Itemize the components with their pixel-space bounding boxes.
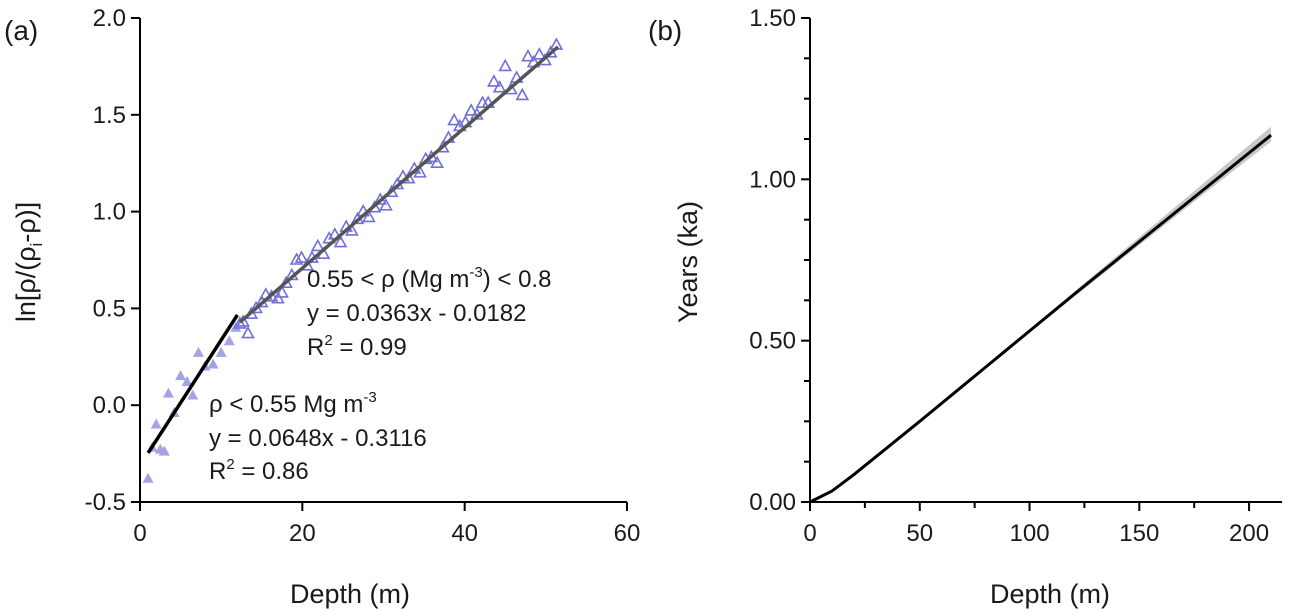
data-point-open — [424, 149, 439, 163]
annotation-lower-line3-a: R — [209, 458, 226, 485]
panel-a-y-tick-label: 1.0 — [93, 199, 126, 226]
panel-a-y-tick-label: 1.5 — [93, 102, 126, 129]
annotation-lower-line2: y = 0.0648x - 0.3116 — [209, 425, 427, 452]
data-point-open — [521, 49, 535, 62]
panel-a-y-tick-label: 0.0 — [93, 392, 126, 419]
panel-b-x-ticks: 0 50 100 150 200 — [803, 502, 1269, 547]
panel-b-y-tick-label: 1.50 — [749, 5, 796, 32]
data-point-open — [532, 47, 547, 60]
annotation-lower-line3: R2 = 0.86 — [209, 456, 309, 485]
data-point-open — [279, 275, 293, 289]
data-point-filled — [223, 335, 235, 346]
data-point-open — [498, 58, 513, 72]
panel-a-x-tick-label: 20 — [289, 520, 316, 547]
data-point-open — [379, 198, 393, 211]
annotation-lower-line1-a: ρ < 0.55 Mg m — [209, 391, 363, 418]
panel-a-y-label-main: ln[ρ/(ρ — [11, 246, 41, 322]
panel-a-x-tick-label: 40 — [451, 520, 478, 547]
panel-b-y-axis-label: Years (ka) — [673, 201, 703, 323]
annotation-upper-line3: R2 = 0.99 — [307, 332, 407, 361]
panel-a-y-tick-label: 0.5 — [93, 295, 126, 322]
panel-b-y-tick-label: 0.50 — [749, 328, 796, 355]
panel-b-x-axis-label: Depth (m) — [990, 579, 1110, 609]
annotation-upper-line1: 0.55 < ρ (Mg m-3) < 0.8 — [307, 264, 551, 293]
data-point-open — [241, 325, 255, 339]
panel-a-x-axis-label: Depth (m) — [290, 579, 410, 609]
panel-b-label: (b) — [648, 15, 682, 46]
annotation-lower-line1-sup: -3 — [363, 389, 376, 406]
panel-a-x-tick-label: 0 — [133, 520, 146, 547]
fit-line-high-density — [238, 45, 560, 324]
annotation-lower-line1: ρ < 0.55 Mg m-3 — [209, 389, 377, 418]
data-point-open — [275, 285, 289, 298]
panel-b-x-tick-label: 100 — [1010, 520, 1050, 547]
data-point-open — [310, 238, 325, 252]
data-point-filled — [207, 358, 219, 369]
panel-b-x-tick-label: 200 — [1229, 520, 1269, 547]
data-point-filled — [192, 346, 204, 357]
data-point-filled — [187, 389, 199, 400]
annotation-upper-line1-sup: -3 — [469, 264, 482, 281]
data-point-filled — [142, 472, 154, 483]
panel-b-x-tick-label: 50 — [906, 520, 933, 547]
data-point-open — [492, 80, 507, 93]
annotation-upper-line1-a: 0.55 < ρ (Mg m — [307, 266, 469, 293]
panel-a-y-ticks: -0.5 0.0 0.5 1.0 1.5 2.0 — [85, 5, 140, 516]
annotation-upper-line3-b: = 0.99 — [333, 334, 407, 361]
panel-a-axes — [139, 18, 627, 503]
data-point-open — [362, 209, 376, 223]
panel-b-y-ticks: 0.00 0.50 1.00 1.50 — [749, 5, 810, 516]
panel-a-y-label-tail: -ρ)] — [11, 202, 41, 243]
panel-b-plot — [809, 126, 1272, 504]
data-point-open — [447, 112, 461, 126]
panel-a-x-ticks: 0 20 40 60 — [133, 502, 640, 547]
data-point-open — [271, 291, 285, 304]
data-point-open — [333, 234, 348, 248]
fit-line-low-density — [146, 314, 239, 454]
annotation-lower: ρ < 0.55 Mg m-3 y = 0.0648x - 0.3116 R2 … — [209, 389, 427, 485]
data-point-open — [475, 95, 490, 108]
data-point-filled — [158, 445, 170, 456]
panel-b-x-tick-label: 0 — [803, 520, 816, 547]
data-point-open — [430, 155, 444, 168]
panel-a-y-tick-label: -0.5 — [85, 489, 126, 516]
panel-b-y-tick-label: 0.00 — [749, 489, 796, 516]
panel-b-axes — [809, 18, 1282, 503]
annotation-upper-line1-b: ) < 0.8 — [483, 266, 552, 293]
panel-a-y-tick-label: 2.0 — [93, 5, 126, 32]
data-point-filled — [162, 387, 174, 398]
panel-b-x-tick-label: 150 — [1119, 520, 1159, 547]
annotation-upper-line3-sup: 2 — [324, 332, 332, 349]
age-depth-line — [809, 133, 1272, 504]
panel-a-x-tick-label: 60 — [614, 520, 641, 547]
data-point-open — [515, 87, 530, 101]
data-point-open — [413, 165, 427, 178]
panel-b: (b) 0.00 0.50 1.00 1.50 0 50 100 150 200 Depth … — [648, 5, 1282, 609]
data-point-open — [487, 74, 501, 87]
data-point-open — [294, 250, 309, 263]
data-point-filled — [181, 375, 193, 386]
annotation-lower-line3-sup: 2 — [226, 456, 234, 473]
panel-a-y-label-sub: i — [27, 243, 46, 247]
panel-a-y-axis-label: ln[ρ/(ρi-ρ)] — [11, 202, 46, 322]
panel-a: (a) -0.5 0.0 0.5 1.0 1.5 2.0 0 20 40 60 Depth (m… — [4, 5, 640, 609]
panel-a-label: (a) — [4, 15, 38, 46]
annotation-upper-line2: y = 0.0363x - 0.0182 — [307, 300, 527, 327]
data-point-filled — [175, 370, 187, 381]
annotation-upper: 0.55 < ρ (Mg m-3) < 0.8 y = 0.0363x - 0.… — [307, 264, 551, 361]
annotation-lower-line3-b: = 0.86 — [235, 458, 309, 485]
confidence-band — [810, 126, 1272, 502]
annotation-upper-line3-a: R — [307, 334, 324, 361]
data-point-open — [464, 103, 479, 116]
panel-b-y-tick-label: 1.00 — [749, 166, 796, 193]
data-point-open — [289, 252, 304, 265]
data-point-open — [232, 316, 247, 329]
panel-a-fit-lines — [146, 45, 560, 454]
data-point-filled — [215, 346, 227, 357]
data-point-filled — [150, 418, 162, 429]
